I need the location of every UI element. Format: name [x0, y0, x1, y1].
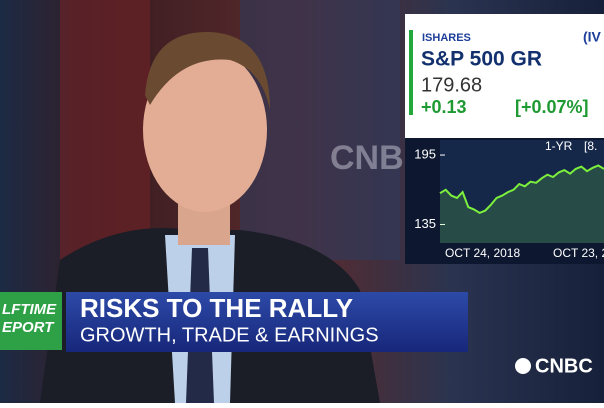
ticker-change: +0.13	[421, 97, 467, 117]
y-tick-label: 195	[414, 146, 436, 161]
ticker-symbol: (IV	[583, 29, 602, 45]
subhead: GROWTH, TRADE & EARNINGS	[80, 324, 379, 346]
ticker-accent	[409, 30, 413, 115]
y-tick-label: 135	[414, 216, 436, 231]
network-logo: CNBC	[535, 355, 593, 377]
ticker-panel	[405, 14, 604, 138]
chart-plot	[440, 140, 604, 243]
ticker-price: 179.68	[421, 74, 482, 96]
wall-logo: CNB	[330, 139, 404, 177]
network-peacock	[515, 358, 531, 374]
ticker-issuer: ISHARES	[422, 32, 471, 44]
hair	[145, 31, 270, 111]
x-tick-label: OCT 24, 2018	[445, 246, 520, 260]
x-tick-label: OCT 23, 20	[553, 246, 604, 260]
show-name: EPORT	[2, 319, 55, 336]
ticker-name: S&P 500 GR	[421, 48, 542, 71]
price-line	[439, 164, 604, 215]
show-logo	[0, 292, 62, 350]
area	[440, 165, 604, 243]
studio-wall-panel	[60, 0, 150, 260]
show-name: LFTIME	[2, 301, 57, 318]
mini-chart: 135 195 OCT 24, 2018 OCT 23, 20	[414, 146, 604, 260]
lower-third	[66, 292, 468, 352]
headline: RISKS TO THE RALLY	[80, 293, 353, 323]
chart-period-change: [8.	[584, 139, 597, 153]
face	[143, 48, 267, 212]
ticker-change-pct: [+0.07%]	[515, 97, 589, 117]
chart-period: 1-YR	[545, 139, 573, 153]
